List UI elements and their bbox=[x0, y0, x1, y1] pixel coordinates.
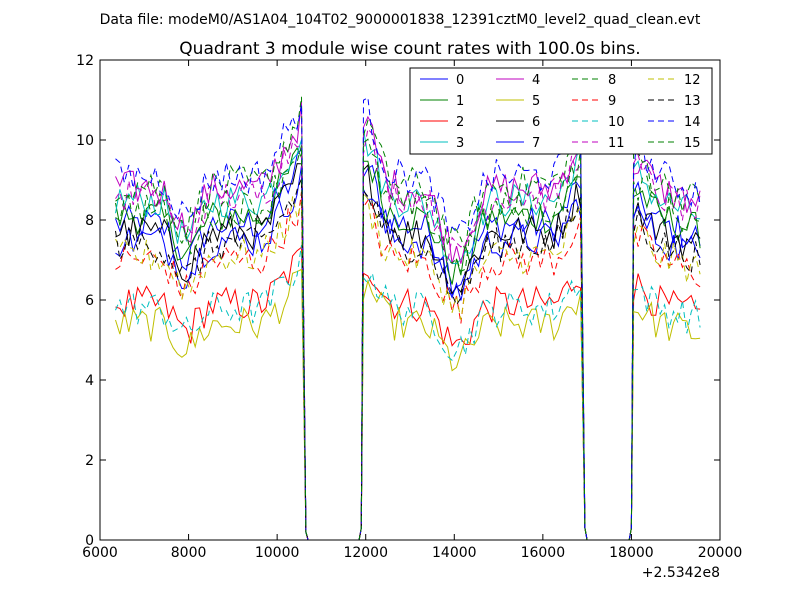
legend-label-2: 2 bbox=[456, 115, 464, 130]
series-line-9 bbox=[115, 191, 701, 541]
series-line-6 bbox=[115, 163, 701, 541]
legend-label-3: 3 bbox=[456, 136, 464, 151]
legend-label-14: 14 bbox=[684, 115, 701, 130]
x-tick-label: 14000 bbox=[432, 545, 477, 561]
plot-area bbox=[115, 96, 701, 541]
y-tick-label: 4 bbox=[85, 373, 94, 389]
x-tick-label: 20000 bbox=[698, 545, 743, 561]
legend-label-5: 5 bbox=[532, 94, 540, 109]
y-tick-label: 0 bbox=[85, 533, 94, 549]
x-offset-label: +2.5342e8 bbox=[642, 565, 720, 581]
legend-frame bbox=[409, 67, 713, 155]
series-line-4 bbox=[115, 101, 701, 541]
legend-label-9: 9 bbox=[608, 94, 616, 109]
legend-label-7: 7 bbox=[532, 136, 540, 151]
legend-label-6: 6 bbox=[532, 115, 540, 130]
x-tick-label: 6000 bbox=[82, 545, 118, 561]
legend-label-10: 10 bbox=[608, 115, 625, 130]
y-tick-label: 12 bbox=[76, 53, 94, 69]
legend-label-8: 8 bbox=[608, 73, 616, 88]
legend-label-15: 15 bbox=[684, 136, 701, 151]
series-line-10 bbox=[115, 244, 701, 541]
chart-title: Quadrant 3 module wise count rates with … bbox=[179, 39, 640, 59]
legend-label-11: 11 bbox=[608, 136, 625, 151]
series-line-14 bbox=[115, 96, 701, 541]
x-tick-label: 12000 bbox=[343, 545, 388, 561]
y-tick-label: 8 bbox=[85, 213, 94, 229]
legend-label-13: 13 bbox=[684, 94, 701, 109]
x-tick-label: 18000 bbox=[609, 545, 654, 561]
x-tick-label: 8000 bbox=[171, 545, 207, 561]
x-tick-label: 10000 bbox=[255, 545, 300, 561]
series-line-5 bbox=[115, 268, 701, 541]
axes: 6000 8000 10000 12000 14000 16000 18000 20000 0 2… bbox=[76, 53, 742, 581]
x-tick-label: 16000 bbox=[521, 545, 566, 561]
series-line-2 bbox=[115, 246, 701, 541]
y-tick-label: 2 bbox=[85, 453, 94, 469]
legend-label-1: 1 bbox=[456, 94, 464, 109]
legend-label-0: 0 bbox=[456, 73, 464, 88]
data-file-label: Data file: modeM0/AS1A04_104T02_90000018… bbox=[100, 12, 701, 28]
y-tick-label: 6 bbox=[85, 293, 94, 309]
y-tick-label: 10 bbox=[76, 133, 94, 149]
legend-label-12: 12 bbox=[684, 73, 701, 88]
series-line-15 bbox=[115, 138, 701, 541]
legend-label-4: 4 bbox=[532, 73, 540, 88]
